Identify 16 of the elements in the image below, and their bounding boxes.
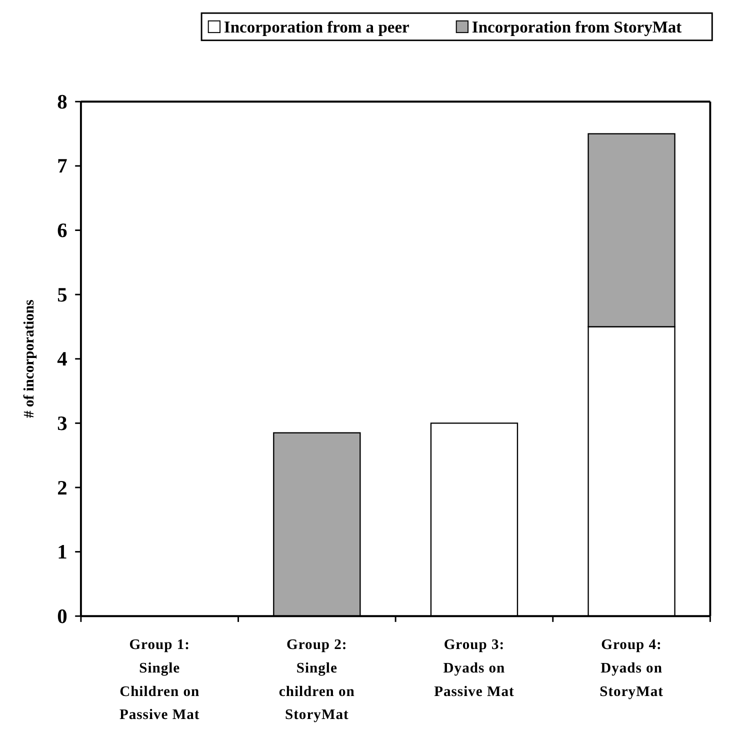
y-tick-label: 2 (57, 477, 68, 500)
y-axis-title: # of incorporations (21, 299, 38, 418)
y-tick-label: 8 (57, 91, 68, 114)
y-tick-label: 6 (57, 220, 68, 242)
x-tick-label: Group 4: Dyads on StoryMat (600, 637, 664, 700)
y-tick-label: 5 (57, 284, 68, 306)
y-tick-label: 7 (57, 156, 68, 178)
y-tick-label: 3 (57, 412, 68, 435)
legend-label: Incorporation from StoryMat (472, 18, 682, 37)
x-tick-label: Group 3: Dyads on Passive Mat (434, 637, 514, 700)
y-tick-label: 0 (57, 606, 68, 628)
y-tick-label: 4 (57, 348, 68, 371)
x-tick-label: Group 2: Single children on StoryMat (278, 637, 355, 724)
y-tick-label: 1 (57, 542, 68, 564)
x-tick-label: Group 1: Single Children on Passive Mat (119, 637, 200, 724)
legend-label: Incorporation from a peer (224, 18, 410, 37)
